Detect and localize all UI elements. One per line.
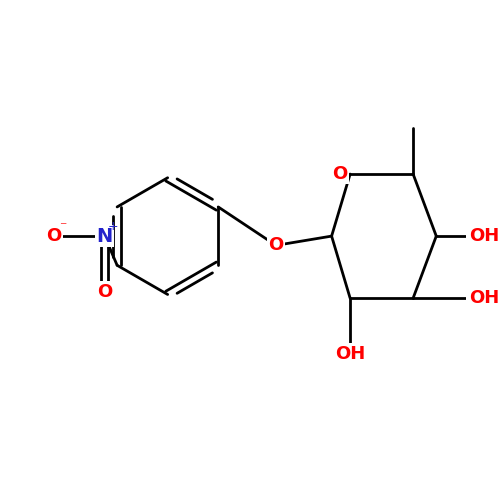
- Text: O: O: [332, 165, 347, 183]
- Text: O: O: [46, 227, 62, 245]
- Text: O: O: [268, 236, 283, 254]
- Text: N: N: [96, 226, 113, 246]
- Text: ⁻: ⁻: [60, 220, 66, 234]
- Text: OH: OH: [335, 344, 366, 362]
- Text: OH: OH: [468, 289, 499, 307]
- Text: OH: OH: [468, 227, 499, 245]
- Text: +: +: [108, 220, 118, 234]
- Text: O: O: [97, 282, 112, 300]
